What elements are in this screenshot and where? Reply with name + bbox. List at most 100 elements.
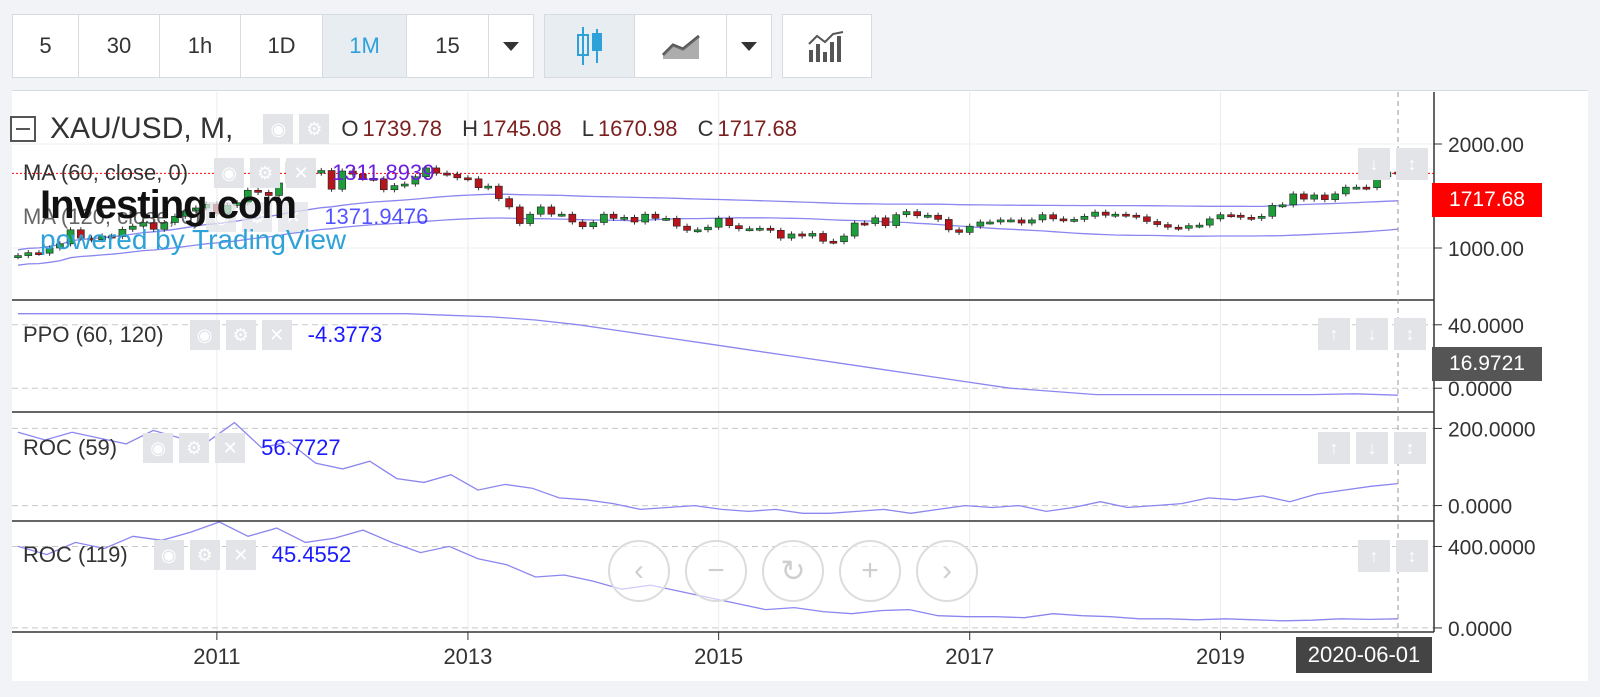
interval-group: 5 30 1h 1D 1M 15 (12, 14, 534, 78)
y-tick-label: 0.0000 (1448, 496, 1512, 519)
candle-up (871, 217, 880, 224)
roc119-label: ROC (119) (23, 542, 128, 567)
move-up-icon[interactable]: ↑ (1358, 540, 1390, 572)
candle-down (955, 229, 963, 233)
candle-up (1111, 213, 1120, 217)
candle-up (1205, 218, 1214, 226)
candle-down (107, 235, 116, 239)
eye-icon[interactable]: ◉ (263, 114, 294, 144)
eye-icon[interactable]: ◉ (189, 320, 220, 350)
eye-icon[interactable]: ◉ (143, 433, 174, 463)
reset-button[interactable]: ↻ (762, 540, 824, 602)
roc59-label: ROC (59) (23, 435, 118, 460)
candle-up (850, 222, 859, 237)
move-up-icon[interactable]: ↑ (1318, 318, 1350, 350)
candle-down (547, 206, 556, 215)
candle-down (327, 170, 336, 190)
candle-down (1164, 224, 1172, 228)
candle-down (766, 227, 775, 231)
candle-down (1049, 214, 1057, 220)
move-down-icon[interactable]: ↓ (1356, 318, 1388, 350)
candle-up (484, 185, 492, 189)
candle-up (1038, 214, 1047, 221)
candle-down (453, 173, 462, 179)
eye-icon[interactable]: ◉ (153, 540, 184, 570)
candle-down (443, 172, 451, 176)
x-tick-label: 2013 (443, 644, 492, 669)
y-tick-label: 0.0000 (1448, 378, 1512, 401)
close-icon[interactable]: ✕ (261, 320, 292, 350)
candle-down (1059, 218, 1068, 222)
close-icon[interactable]: ✕ (286, 158, 317, 188)
maximize-pane-icon[interactable]: ↕ (1394, 318, 1426, 350)
candle-up (1195, 224, 1204, 228)
x-tick-label: 2019 (1196, 644, 1245, 669)
zoom-in-button[interactable]: + (839, 540, 901, 602)
line-chart-button[interactable] (635, 15, 727, 77)
interval-dropdown-button[interactable] (489, 15, 533, 77)
move-up-icon[interactable]: ↑ (1318, 432, 1350, 464)
candle-down (379, 178, 388, 191)
gear-icon[interactable]: ⚙ (179, 433, 210, 463)
indicators-button[interactable] (783, 15, 871, 77)
candle-down (515, 206, 524, 224)
candle-up (1341, 186, 1350, 195)
ma120-label: MA (120, close, 0) (23, 204, 201, 229)
maximize-pane-icon[interactable]: ↕ (1394, 432, 1426, 464)
candle-up (1289, 193, 1298, 206)
candle-up (390, 185, 399, 191)
eye-icon[interactable]: ◉ (206, 202, 237, 232)
interval-15-button[interactable]: 15 (407, 15, 489, 77)
candle-up (1007, 219, 1015, 223)
interval-30-button[interactable]: 30 (79, 15, 160, 77)
ppo-value-tag: 16.9721 (1432, 347, 1542, 381)
candle-up (996, 219, 1005, 223)
ma60-line (17, 217, 1399, 266)
interval-1d-button[interactable]: 1D (241, 15, 323, 77)
interval-5-button[interactable]: 5 (13, 15, 79, 77)
move-down-icon[interactable]: ↓ (1356, 432, 1388, 464)
interval-1h-button[interactable]: 1h (160, 15, 241, 77)
gear-icon[interactable]: ⚙ (299, 114, 330, 144)
ppo-label: PPO (60, 120) (23, 322, 164, 347)
candle-down (1174, 226, 1183, 230)
move-down-icon[interactable]: ↓ (1358, 148, 1390, 180)
watermark-brand: Investing.com (40, 183, 297, 227)
collapse-icon[interactable] (10, 116, 36, 142)
candle-down (432, 167, 441, 174)
x-tick-label: 2015 (694, 644, 743, 669)
ppo-line (18, 313, 1399, 396)
zoom-out-button[interactable]: − (685, 540, 747, 602)
candle-down (860, 222, 869, 226)
close-icon[interactable]: ✕ (278, 202, 309, 232)
roc59-legend: ROC (59) ◉ ⚙ ✕ 56.7727 (23, 433, 341, 463)
close-icon[interactable]: ✕ (215, 433, 246, 463)
candlestick-button[interactable] (545, 15, 635, 77)
chart-type-dropdown-button[interactable] (727, 15, 771, 77)
watermark-subtitle: powered by TradingView (40, 224, 347, 255)
eye-icon[interactable]: ◉ (214, 158, 245, 188)
scroll-right-button[interactable]: › (916, 540, 978, 602)
candle-up (45, 247, 54, 254)
gear-icon[interactable]: ⚙ (225, 320, 256, 350)
candle-up (1310, 194, 1318, 200)
maximize-pane-icon[interactable]: ↕ (1396, 540, 1428, 572)
gear-icon[interactable]: ⚙ (189, 540, 220, 570)
close-icon[interactable]: ✕ (225, 540, 256, 570)
roc119-value: 45.4552 (271, 542, 352, 567)
candle-up (965, 225, 974, 233)
open-value: 1739.78 (362, 116, 443, 141)
candle-down (369, 178, 378, 181)
gear-icon[interactable]: ⚙ (242, 202, 273, 232)
y-tick-label: 0.0000 (1448, 618, 1512, 641)
ppo-legend: PPO (60, 120) ◉ ⚙ ✕ -4.3773 (23, 320, 382, 350)
scroll-left-button[interactable]: ‹ (608, 540, 670, 602)
candle-up (787, 233, 796, 239)
candle-down (630, 217, 639, 223)
candle-up (422, 167, 430, 178)
ma60-value: 1311.8939 (332, 160, 435, 185)
maximize-pane-icon[interactable]: ↕ (1396, 148, 1428, 180)
candle-up (924, 214, 932, 218)
interval-1m-button[interactable]: 1M (323, 15, 407, 77)
gear-icon[interactable]: ⚙ (250, 158, 281, 188)
